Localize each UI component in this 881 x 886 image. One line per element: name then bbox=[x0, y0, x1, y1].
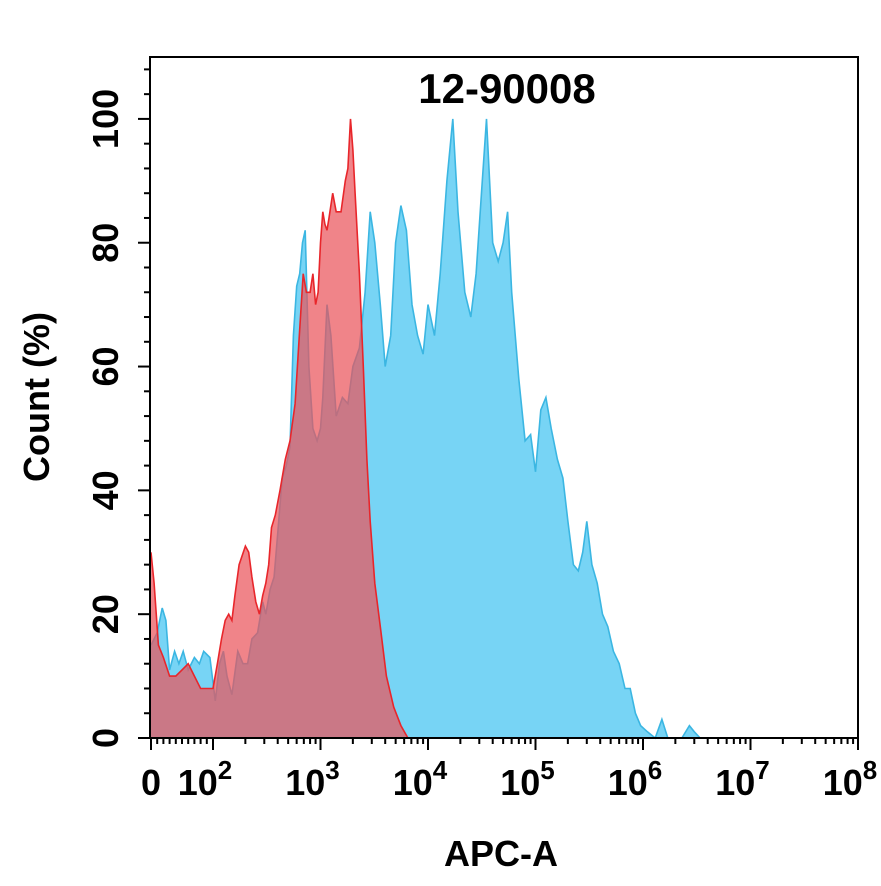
y-tick-label: 20 bbox=[85, 594, 126, 634]
x-axis-label: APC-A bbox=[444, 833, 558, 874]
y-tick-label: 60 bbox=[85, 347, 126, 387]
x-tick-label: 0 bbox=[141, 762, 161, 803]
y-tick-label: 40 bbox=[85, 470, 126, 510]
x-tick-label: 102 bbox=[178, 755, 233, 803]
y-tick-label: 80 bbox=[85, 223, 126, 263]
x-tick-label: 108 bbox=[823, 755, 878, 803]
x-tick-label: 107 bbox=[715, 755, 770, 803]
y-tick-label: 100 bbox=[85, 89, 126, 149]
y-tick-label: 0 bbox=[85, 728, 126, 748]
x-tick-label: 105 bbox=[500, 755, 555, 803]
chart-title: 12-90008 bbox=[418, 65, 596, 112]
x-tick-label: 103 bbox=[285, 755, 340, 803]
x-tick-label: 106 bbox=[608, 755, 663, 803]
negative-control-histogram-fill bbox=[151, 118, 408, 738]
x-axis: 0 102 103 104 105 106 107 108 bbox=[141, 738, 877, 803]
series-layer bbox=[150, 118, 701, 740]
y-axis-label: Count (%) bbox=[16, 312, 57, 482]
y-axis: 0 20 40 60 80 100 bbox=[85, 68, 150, 748]
negative-control-histogram-outline bbox=[150, 118, 409, 739]
x-tick-label: 104 bbox=[393, 755, 448, 803]
